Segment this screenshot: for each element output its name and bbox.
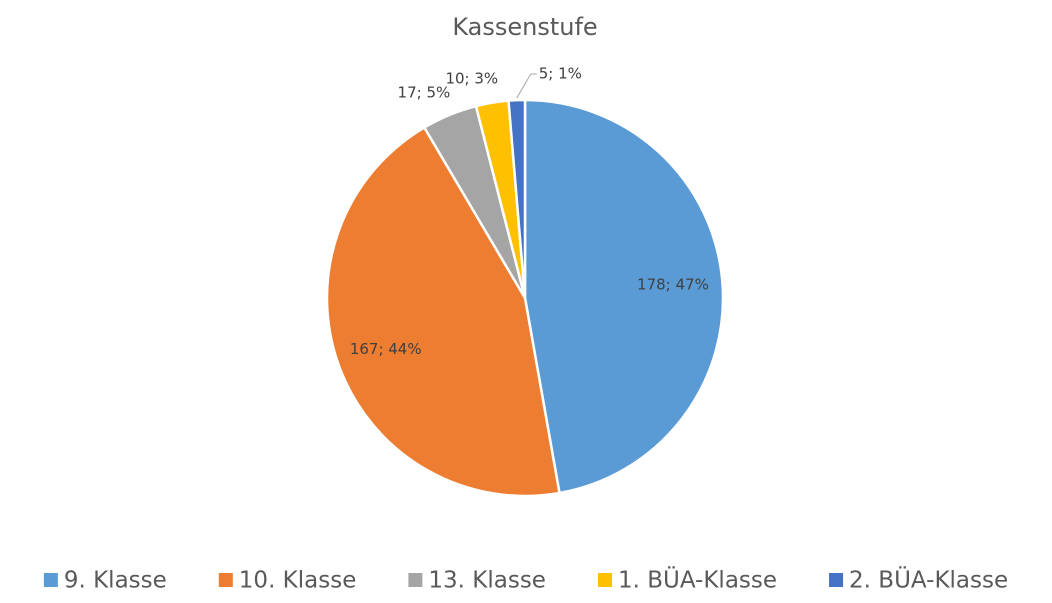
- legend-swatch: [408, 573, 423, 587]
- pie-slice: [325, 125, 561, 498]
- data-label: 178; 47%: [637, 276, 709, 294]
- pie-slice: [523, 98, 725, 495]
- data-label: 5; 1%: [539, 65, 582, 83]
- legend-label: 9. Klasse: [64, 568, 167, 594]
- chart-title: Kassenstufe: [452, 13, 597, 41]
- legend-swatch: [829, 573, 844, 587]
- legend-swatch: [43, 573, 58, 587]
- legend-swatch: [597, 573, 612, 587]
- data-label: 17; 5%: [398, 83, 451, 101]
- pie-slice: [507, 98, 527, 299]
- data-label: 167; 44%: [350, 340, 422, 358]
- leader-line: [516, 73, 537, 99]
- data-label: 10; 3%: [445, 70, 498, 88]
- legend-label: 13. Klasse: [428, 568, 546, 594]
- legend-swatch: [218, 573, 233, 587]
- legend-label: 1. BÜA-Klasse: [618, 566, 777, 594]
- legend-label: 10. Klasse: [239, 568, 357, 594]
- legend-label: 2. BÜA-Klasse: [849, 566, 1008, 594]
